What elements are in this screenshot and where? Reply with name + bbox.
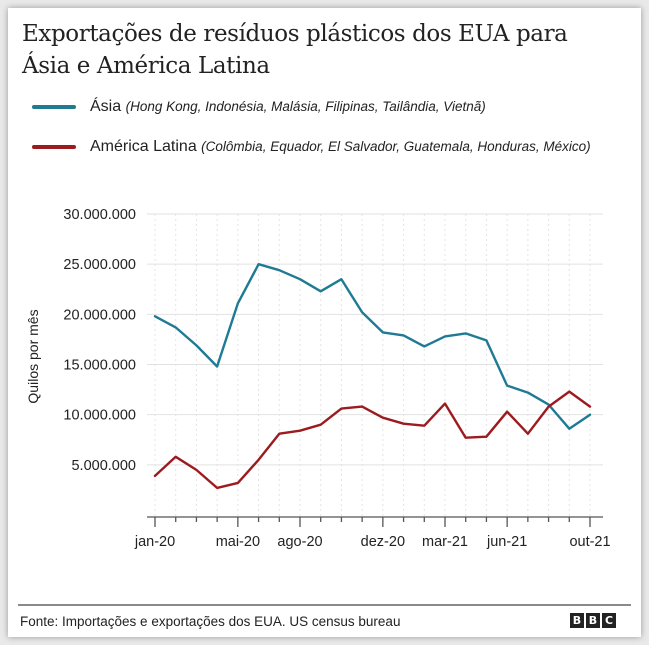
y-tick-label: 25.000.000 bbox=[63, 257, 136, 273]
chart-card: Exportações de resíduos plásticos dos EU… bbox=[8, 8, 641, 637]
x-axis: jan-20 mai-20 ago-20 dez-20 mar-21 jun-21 out-… bbox=[134, 516, 611, 550]
y-tick-label: 10.000.000 bbox=[63, 408, 136, 424]
footer-divider bbox=[18, 604, 631, 606]
x-tick-label: jan-20 bbox=[134, 534, 175, 550]
x-tick-label: mar-21 bbox=[422, 534, 468, 550]
y-axis: 5.000.000 10.000.000 15.000.000 20.000.000 2… bbox=[63, 207, 136, 474]
x-tick-label: mai-20 bbox=[216, 534, 260, 550]
bbc-logo-letter: C bbox=[602, 613, 616, 628]
x-tick-label: jun-21 bbox=[486, 534, 527, 550]
x-tick-label: ago-20 bbox=[277, 534, 322, 550]
grid bbox=[147, 213, 603, 517]
x-tick-label: dez-20 bbox=[361, 534, 405, 550]
x-tick-label: out-21 bbox=[569, 534, 610, 550]
y-tick-label: 30.000.000 bbox=[63, 207, 136, 223]
y-axis-title: Quilos por mês bbox=[25, 309, 41, 403]
legend-detail-latam: (Colômbia, Equador, El Salvador, Guatema… bbox=[201, 139, 591, 154]
legend-swatch-asia bbox=[32, 105, 76, 109]
legend-swatch-latam bbox=[32, 145, 76, 149]
legend-label-latam: América Latina bbox=[90, 138, 197, 155]
legend-item-latam: América Latina (Colômbia, Equador, El Sa… bbox=[32, 136, 600, 157]
y-tick-label: 20.000.000 bbox=[63, 307, 136, 323]
bbc-logo: B B C bbox=[570, 613, 616, 628]
series-line-america-latina bbox=[153, 390, 592, 490]
legend-label-asia: Ásia bbox=[90, 98, 122, 115]
y-tick-label: 15.000.000 bbox=[63, 358, 136, 374]
chart-title: Exportações de resíduos plásticos dos EU… bbox=[22, 21, 568, 79]
bbc-logo-letter: B bbox=[586, 613, 600, 628]
y-tick-label: 5.000.000 bbox=[71, 458, 136, 474]
bbc-logo-letter: B bbox=[570, 613, 584, 628]
source-note: Fonte: Importações e exportações dos EUA… bbox=[20, 614, 401, 629]
legend-detail-asia: (Hong Kong, Indonésia, Malásia, Filipina… bbox=[125, 99, 486, 114]
series-line-asia bbox=[153, 263, 592, 430]
legend-item-asia: Ásia (Hong Kong, Indonésia, Malásia, Fil… bbox=[32, 96, 600, 117]
series-lines bbox=[153, 263, 592, 490]
line-chart: 5.000.000 10.000.000 15.000.000 20.000.000 2… bbox=[25, 207, 611, 550]
